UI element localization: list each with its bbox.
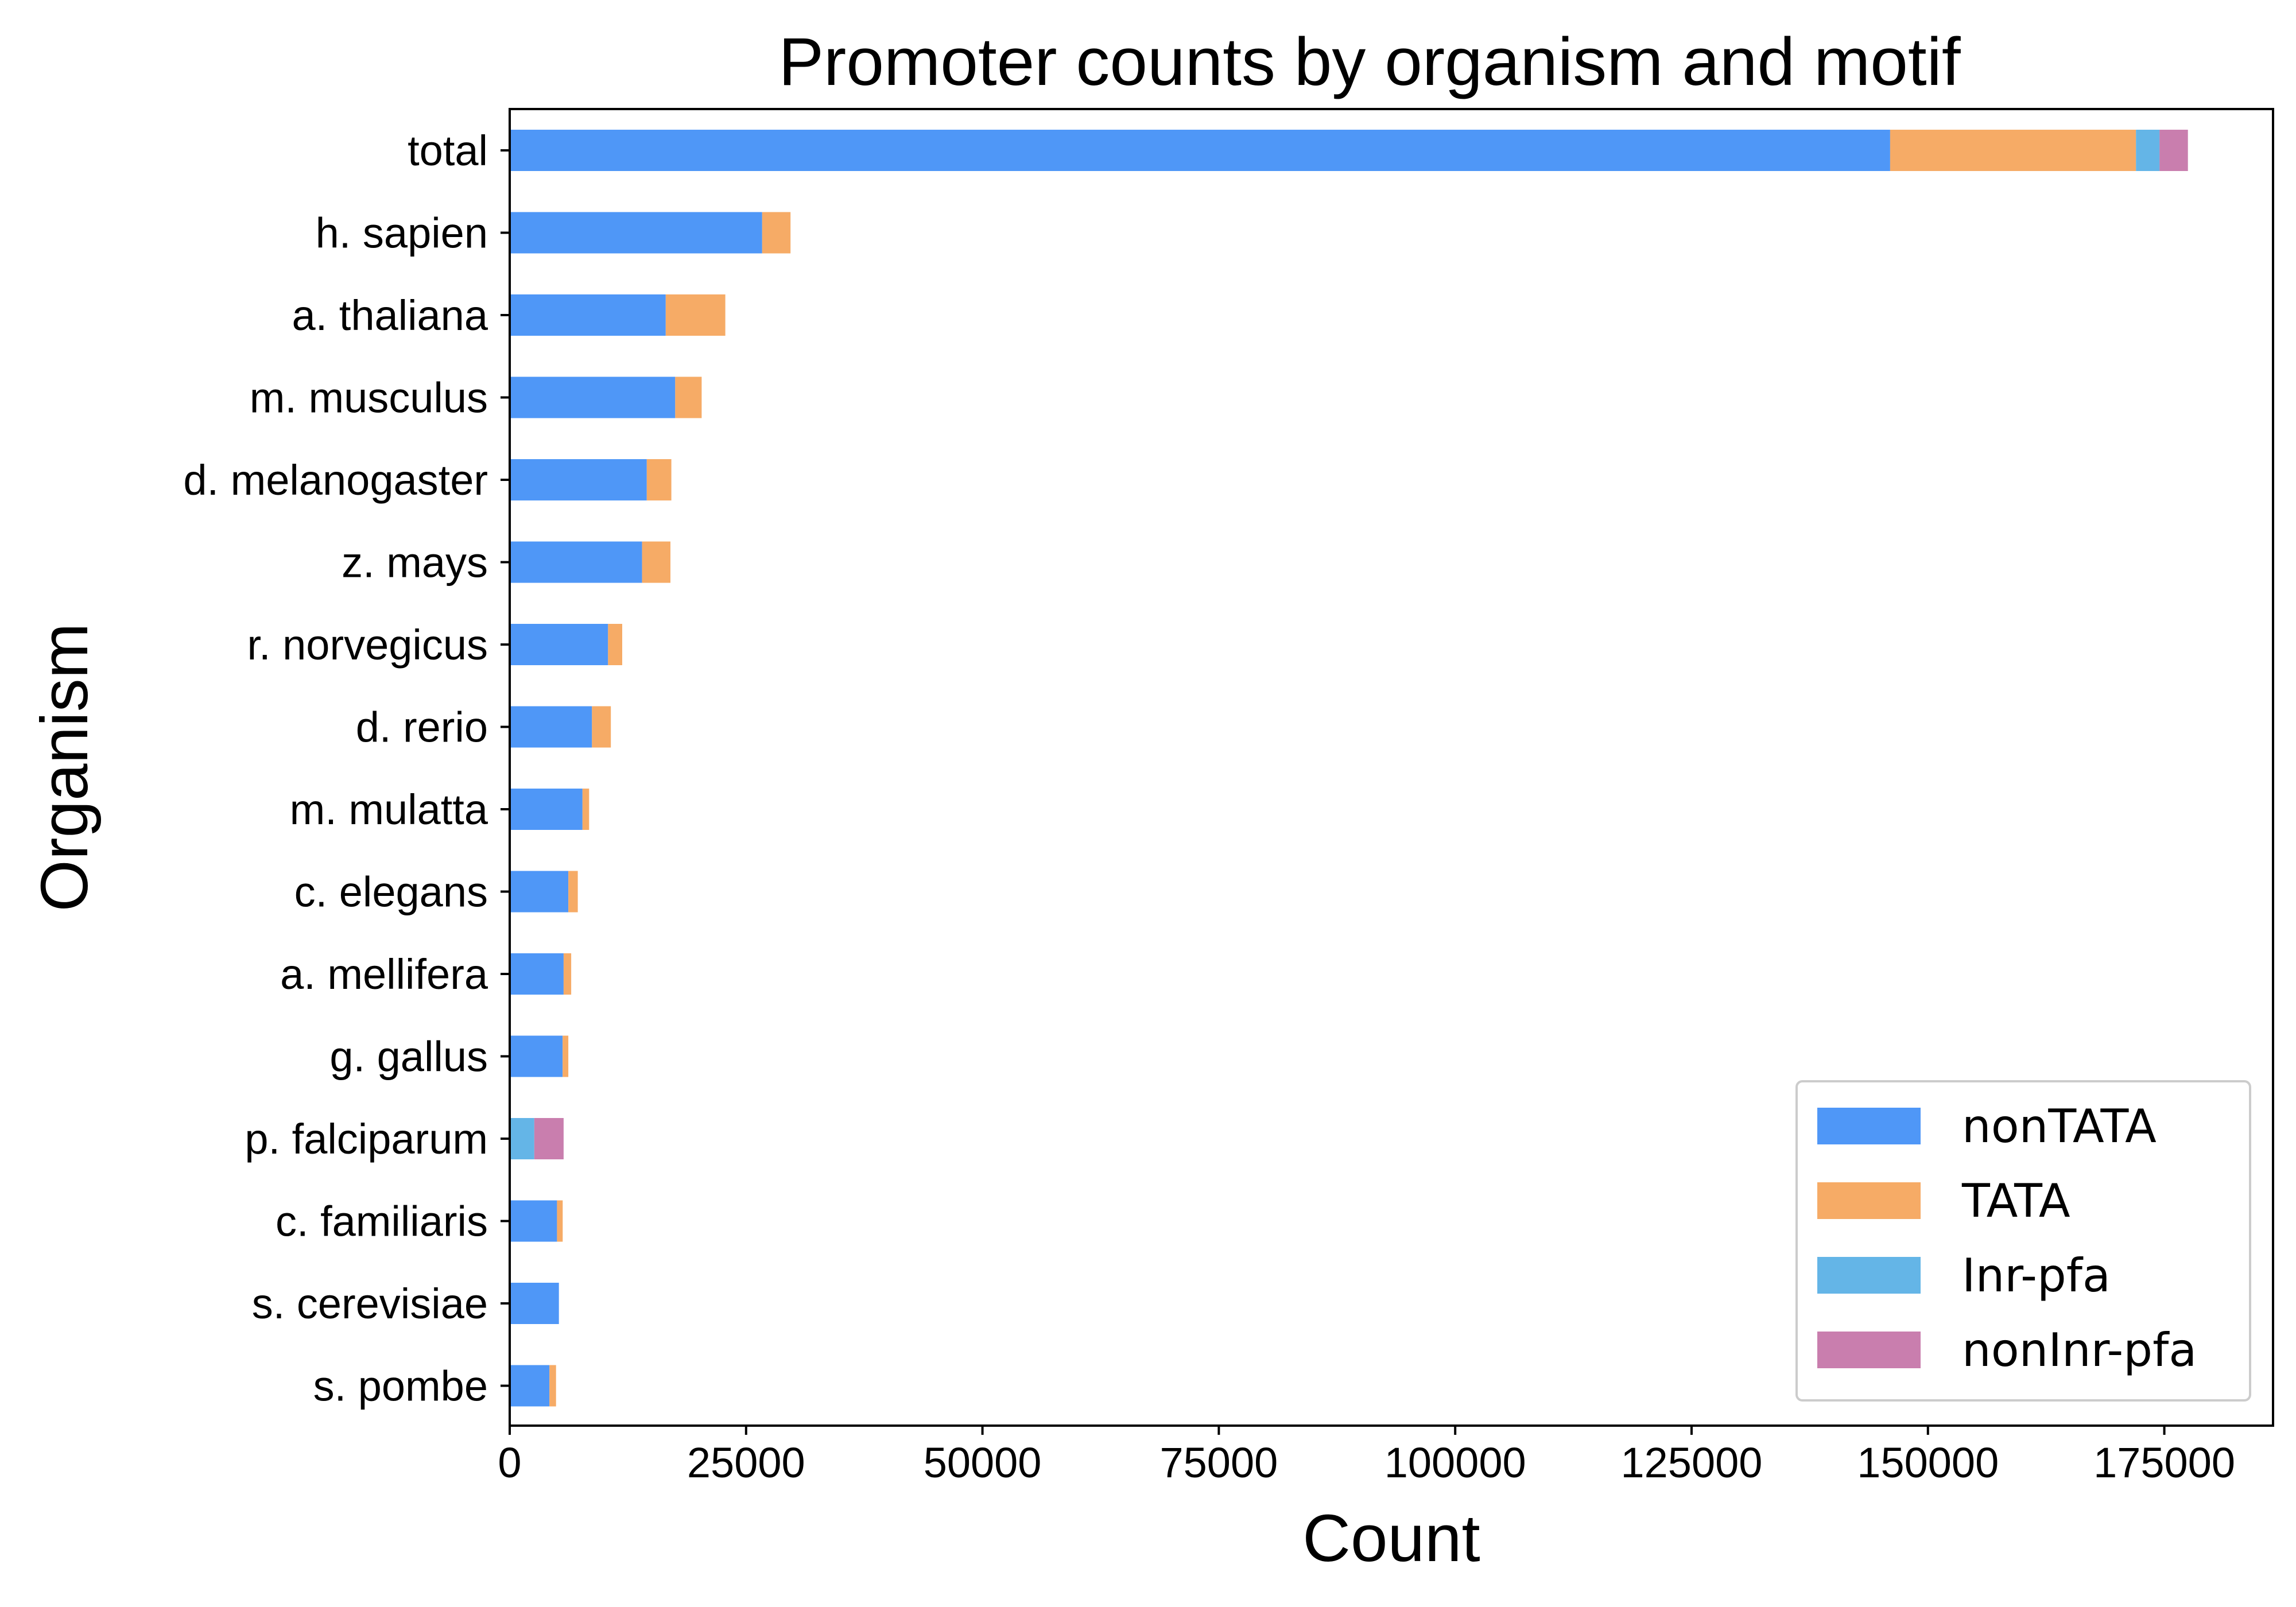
x-tick-label: 150000: [1857, 1439, 1999, 1486]
legend-swatch-tata: [1817, 1182, 1921, 1219]
y-tick-label: p. falciparum: [245, 1115, 488, 1163]
legend-swatch-inr-pfa: [1817, 1257, 1921, 1294]
bar-c-elegans-tata: [568, 871, 578, 913]
bar-h-sapien-nontata: [510, 212, 762, 254]
x-axis-title: Count: [1302, 1501, 1480, 1575]
y-tick-label: a. thaliana: [292, 292, 488, 339]
bar-d-rerio-tata: [592, 706, 611, 748]
y-tick-label: g. gallus: [329, 1033, 488, 1081]
bar-z-mays-nontata: [510, 541, 642, 583]
y-tick-label: z. mays: [342, 539, 488, 587]
y-tick-label: h. sapien: [316, 209, 488, 257]
y-tick-label: m. musculus: [250, 374, 488, 422]
y-tick-label: r. norvegicus: [247, 621, 488, 669]
bar-h-sapien-tata: [762, 212, 791, 254]
plot-frame: [509, 108, 2274, 1427]
bar-c-familiaris-nontata: [510, 1200, 557, 1242]
bar-m-mulatta-tata: [582, 789, 589, 830]
y-tick-label: s. cerevisiae: [252, 1280, 488, 1327]
bar-z-mays-tata: [642, 541, 670, 583]
bar-p-falciparum-noninr-pfa: [534, 1118, 564, 1159]
x-axis-ticks: 0 25000 50000 75000 100000 125000 150000 175000: [498, 1426, 2235, 1486]
bar-a-mellifera-tata: [563, 953, 572, 995]
bar-d-melanogaster-tata: [646, 459, 672, 500]
y-axis-ticks: total h. sapien a. thaliana m. musculus d. m…: [183, 127, 510, 1410]
y-tick-label: m. mulatta: [290, 786, 488, 833]
bar-p-falciparum-inr-pfa: [510, 1118, 534, 1159]
y-tick-label: d. melanogaster: [183, 456, 488, 504]
legend-swatch-noninr-pfa: [1817, 1332, 1921, 1368]
legend-label-noninr-pfa: nonInr-pfa: [1962, 1323, 2197, 1377]
x-tick-label: 50000: [924, 1439, 1042, 1486]
bar-total-tata: [1890, 130, 2136, 171]
x-tick-label: 175000: [2093, 1439, 2235, 1486]
legend-label-tata: TATA: [1961, 1174, 2070, 1228]
y-axis-title: Organism: [27, 623, 102, 912]
bar-a-thaliana-tata: [665, 294, 726, 336]
bar-d-melanogaster-nontata: [510, 459, 647, 500]
y-tick-label: total: [408, 127, 488, 174]
bar-g-gallus-nontata: [510, 1035, 563, 1077]
legend-label-inr-pfa: Inr-pfa: [1962, 1249, 2111, 1302]
x-tick-label: 0: [498, 1439, 521, 1486]
y-tick-label: c. familiaris: [276, 1198, 488, 1245]
bar-c-familiaris-tata: [557, 1200, 563, 1242]
bar-total-noninr-pfa: [2159, 130, 2188, 171]
bar-g-gallus-tata: [563, 1035, 569, 1077]
x-tick-label: 100000: [1384, 1439, 1526, 1486]
bar-r-norvegicus-nontata: [510, 624, 608, 665]
bar-m-musculus-nontata: [510, 376, 676, 418]
legend: nonTATA TATA Inr-pfa nonInr-pfa: [1795, 1080, 2251, 1402]
bars-group: [510, 130, 2188, 1407]
bar-r-norvegicus-tata: [608, 624, 622, 665]
chart-title: Promoter counts by organism and motif: [778, 24, 1961, 100]
bar-s-cerevisiae-nontata: [510, 1283, 559, 1324]
legend-box: [1795, 1080, 2251, 1402]
legend-label-nontata: nonTATA: [1962, 1100, 2157, 1153]
bar-a-mellifera-nontata: [510, 953, 564, 995]
bar-d-rerio-nontata: [510, 706, 592, 748]
legend-swatch-nontata: [1817, 1108, 1921, 1144]
x-tick-label: 75000: [1159, 1439, 1278, 1486]
bar-total-nontata: [510, 130, 1890, 171]
bar-m-musculus-tata: [675, 376, 702, 418]
y-tick-label: d. rerio: [356, 704, 488, 751]
bar-s-pombe-tata: [549, 1365, 556, 1407]
bar-s-pombe-nontata: [510, 1365, 550, 1407]
bar-c-elegans-nontata: [510, 871, 569, 913]
x-tick-label: 25000: [687, 1439, 805, 1486]
bar-total-inr-pfa: [2136, 130, 2160, 171]
bar-a-thaliana-nontata: [510, 294, 666, 336]
y-tick-label: c. elegans: [294, 868, 488, 916]
y-tick-label: a. mellifera: [280, 950, 488, 998]
bar-m-mulatta-nontata: [510, 789, 583, 830]
x-tick-label: 125000: [1621, 1439, 1763, 1486]
y-tick-label: s. pombe: [313, 1363, 488, 1410]
